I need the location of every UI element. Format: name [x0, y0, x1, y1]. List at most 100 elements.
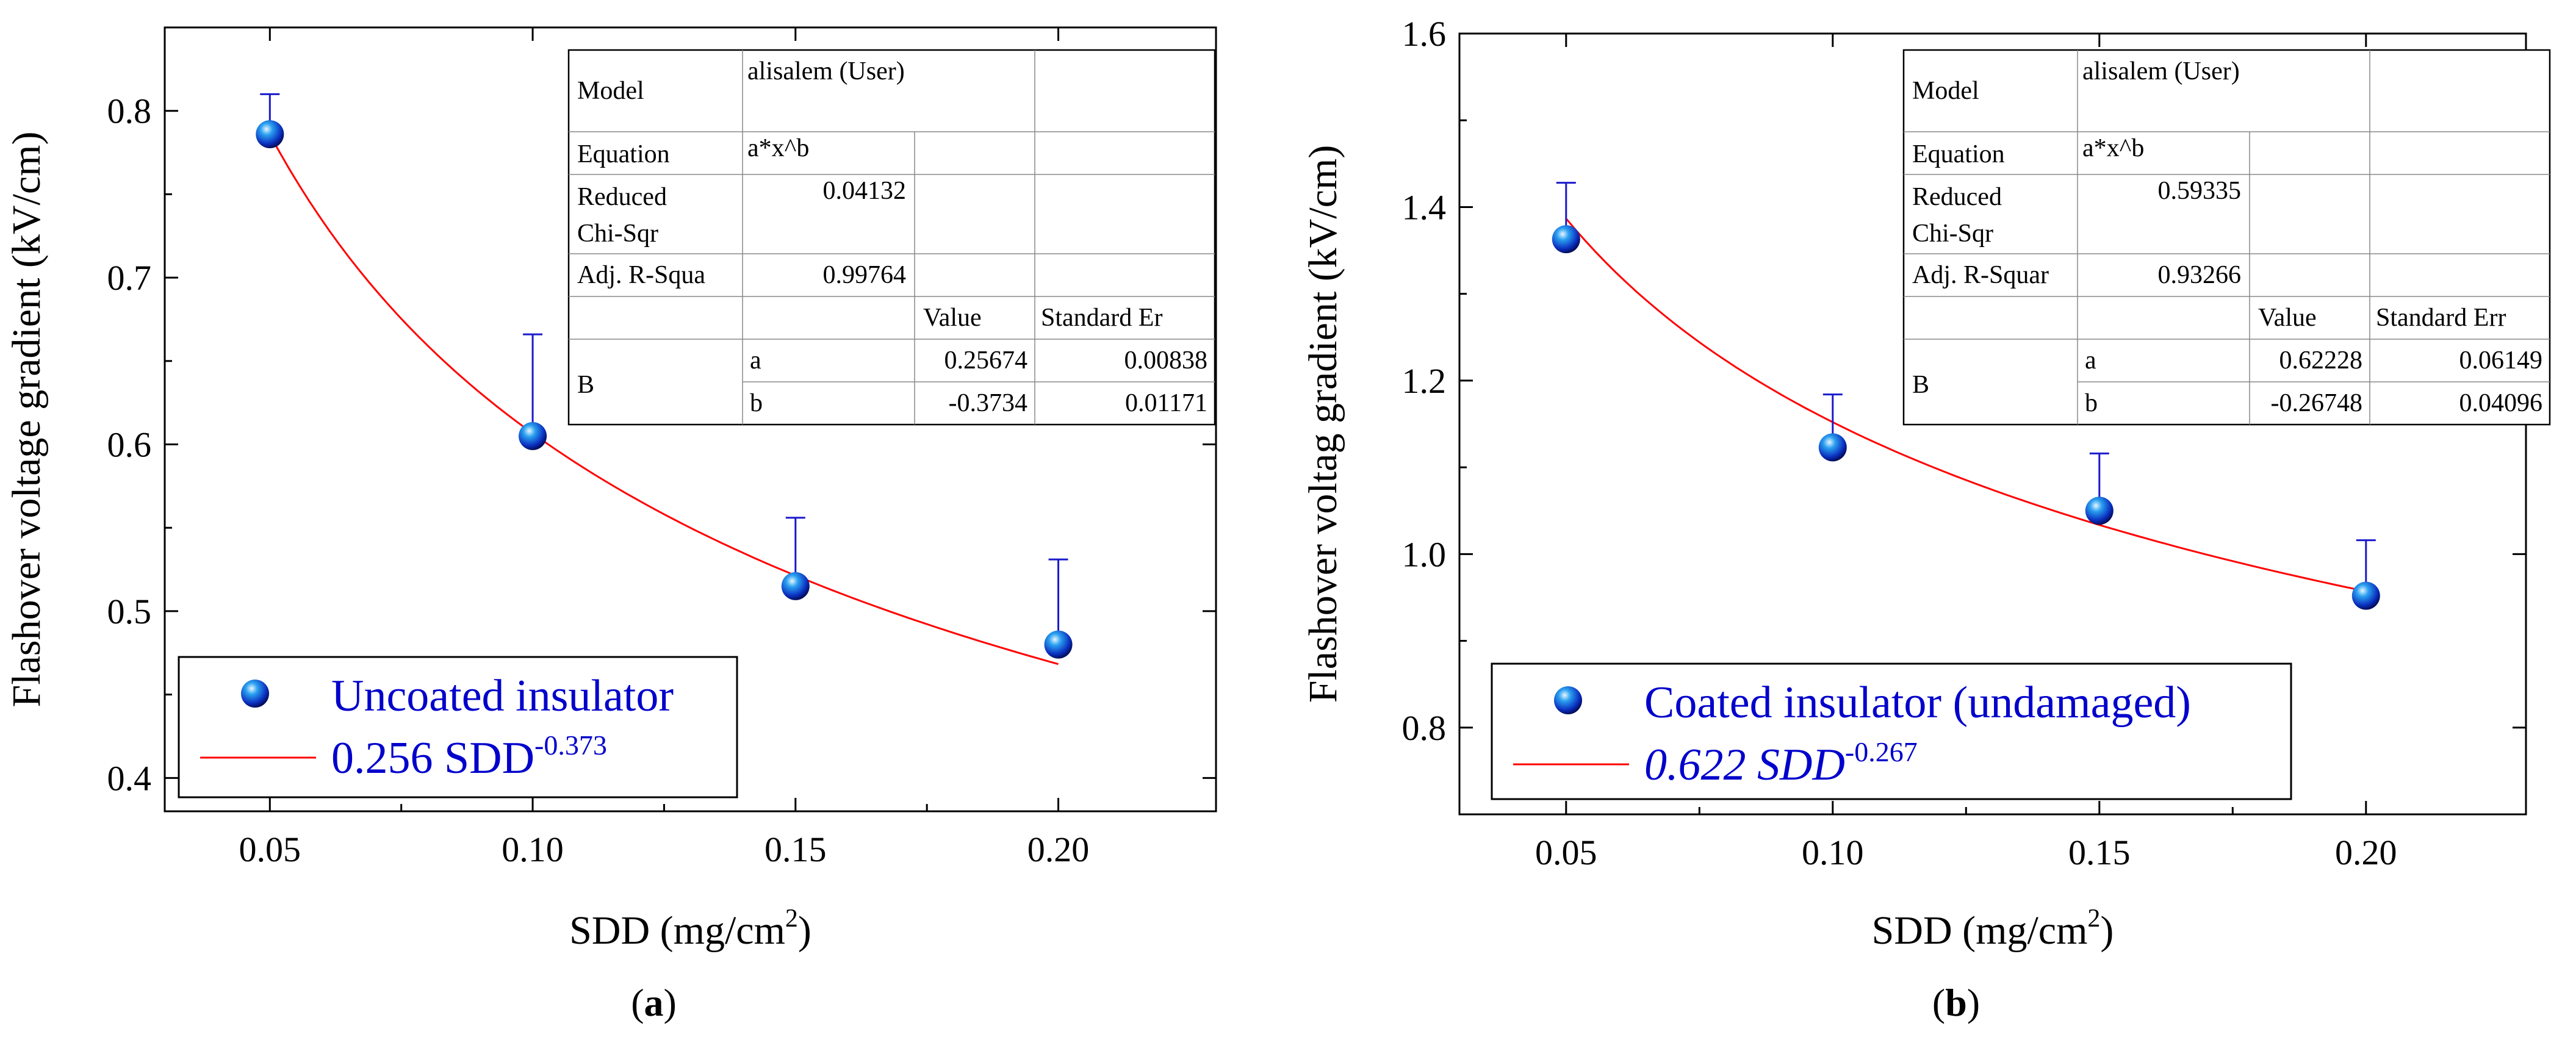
table-cell: 0.04132 [823, 177, 907, 205]
fit-parameters-table: Model alisalem (User) Equation a*x^b Reduced… [567, 49, 1216, 426]
panel-label-open: ( [1932, 981, 1945, 1024]
table-cell: Chi-Sqr [1912, 220, 1993, 248]
legend-fit-label: 0.256 SDD-0.373 [331, 730, 607, 783]
panel-label: (b) [1932, 981, 1980, 1024]
sphere-marker-icon [241, 680, 269, 708]
x-axis-title-sup: 2 [2087, 905, 2100, 933]
y-tick-label: 1.2 [1402, 361, 1447, 401]
legend-fit-exponent: -0.267 [1845, 736, 1918, 767]
panel-label-letter: a [644, 981, 664, 1024]
plot-frame [164, 26, 1217, 813]
table-cell: a*x^b [2082, 134, 2144, 162]
table-cell: Reduced [577, 183, 667, 211]
legend-series-label: Uncoated insulator [331, 671, 674, 721]
table-cell: Standard Er [1041, 304, 1162, 332]
panel-label-close: ) [1967, 981, 1980, 1024]
chart-panel-a: 0.05 0.10 0.15 0.20 0.4 0.5 0.6 0.7 0.8 Flashover… [4, 26, 1217, 1024]
table-cell: Standard Err [2376, 304, 2506, 332]
legend-fit-label: 0.622 SDD-0.267 [1644, 736, 1918, 790]
table-cell: alisalem (User) [2082, 57, 2240, 85]
table-cell: 0.01171 [1125, 389, 1207, 417]
legend-fit-exponent: -0.373 [534, 730, 607, 761]
table-cell: Model [577, 77, 644, 105]
table-cell: 0.62228 [2279, 346, 2363, 375]
table-cell: Adj. R-Squar [1912, 261, 2049, 289]
x-axis-title: SDD (mg/cm2) [1872, 905, 2114, 953]
table-cell: Adj. R-Squa [577, 261, 705, 289]
data-point [2351, 581, 2380, 610]
x-tick-label: 0.15 [765, 830, 827, 869]
data-point [2085, 497, 2114, 525]
table-cell: a [750, 346, 761, 375]
table-cell: Model [1912, 77, 1979, 105]
y-tick-label: 1.4 [1402, 187, 1447, 227]
y-tick-label: 0.8 [107, 92, 152, 131]
table-cell: -0.3734 [949, 389, 1028, 417]
table-frame [567, 49, 1216, 426]
legend-series-label: Coated insulator (undamaged) [1644, 678, 2191, 728]
legend: Uncoated insulator 0.256 SDD-0.373 [178, 656, 738, 798]
legend: Coated insulator (undamaged) 0.622 SDD-0.… [1491, 662, 2292, 800]
chart-panel-b: 0.05 0.10 0.15 0.20 0.8 1.0 1.2 1.4 1.6 Flashover… [1301, 14, 2551, 1024]
x-tick-label: 0.20 [1027, 830, 1090, 869]
table-cell: Value [2258, 304, 2317, 332]
x-axis-title-end: ) [2100, 908, 2114, 953]
x-axis-title-main: SDD (mg/cm [569, 908, 785, 953]
x-tick-label: 0.05 [239, 830, 301, 869]
x-tick-label: 0.10 [1802, 833, 1864, 872]
table-cell: Equation [1912, 140, 2005, 168]
legend-fit-formula: 0.256 SDD [331, 733, 534, 783]
data-point [1552, 225, 1580, 254]
y-axis-title: Flashover voltage gradient (kV/cm) [4, 132, 49, 708]
y-tick-label: 0.5 [107, 592, 152, 631]
panel-label: (a) [631, 981, 677, 1024]
y-tick-label: 1.0 [1402, 534, 1447, 574]
panel-label-close: ) [664, 981, 677, 1024]
table-cell: 0.93266 [2158, 261, 2242, 289]
y-tick-label: 1.6 [1402, 14, 1447, 54]
y-tick-label: 0.8 [1402, 708, 1447, 748]
fit-parameters-table: Model alisalem (User) Equation a*x^b Reduced… [1902, 49, 2551, 426]
y-tick-label: 0.4 [107, 758, 152, 798]
table-cell: a*x^b [747, 134, 809, 162]
data-point [1818, 433, 1847, 462]
table-cell: b [750, 389, 763, 417]
table-cell: 0.04096 [2459, 389, 2543, 417]
sphere-marker-icon [1554, 686, 1582, 714]
x-axis-title-sup: 2 [785, 905, 798, 933]
table-cell: Equation [577, 140, 670, 168]
legend-fit-formula: 0.622 SDD [1644, 740, 1845, 790]
table-cell: b [2085, 389, 2098, 417]
y-tick-label: 0.6 [107, 425, 152, 465]
y-tick-label: 0.7 [107, 258, 152, 298]
table-cell: Value [923, 304, 982, 332]
table-frame [1902, 49, 2551, 426]
data-point [519, 422, 547, 450]
table-cell: 0.99764 [823, 261, 907, 289]
data-point [1044, 630, 1073, 659]
x-axis-title: SDD (mg/cm2) [569, 905, 811, 953]
table-cell: 0.59335 [2158, 177, 2242, 205]
legend-frame [178, 656, 738, 798]
x-tick-label: 0.15 [2068, 833, 2131, 872]
x-axis-title-main: SDD (mg/cm [1872, 908, 2088, 953]
x-axis-title-end: ) [798, 908, 811, 953]
table-cell: alisalem (User) [747, 57, 905, 85]
fit-curve [1565, 218, 2367, 592]
table-cell: -0.26748 [2271, 389, 2363, 417]
x-tick-label: 0.10 [502, 830, 564, 869]
x-tick-label: 0.20 [2335, 833, 2397, 872]
table-cell: 0.25674 [944, 346, 1028, 375]
table-cell: Reduced [1912, 183, 2002, 211]
panel-label-letter: b [1945, 981, 1967, 1024]
legend-frame [1491, 662, 2292, 800]
table-cell: a [2085, 346, 2096, 375]
table-cell: 0.06149 [2459, 346, 2543, 375]
table-cell: B [577, 371, 594, 399]
table-cell: Chi-Sqr [577, 220, 658, 248]
data-point [256, 120, 284, 148]
data-point [781, 572, 810, 600]
table-cell: 0.00838 [1124, 346, 1208, 375]
table-cell: B [1912, 371, 1929, 399]
